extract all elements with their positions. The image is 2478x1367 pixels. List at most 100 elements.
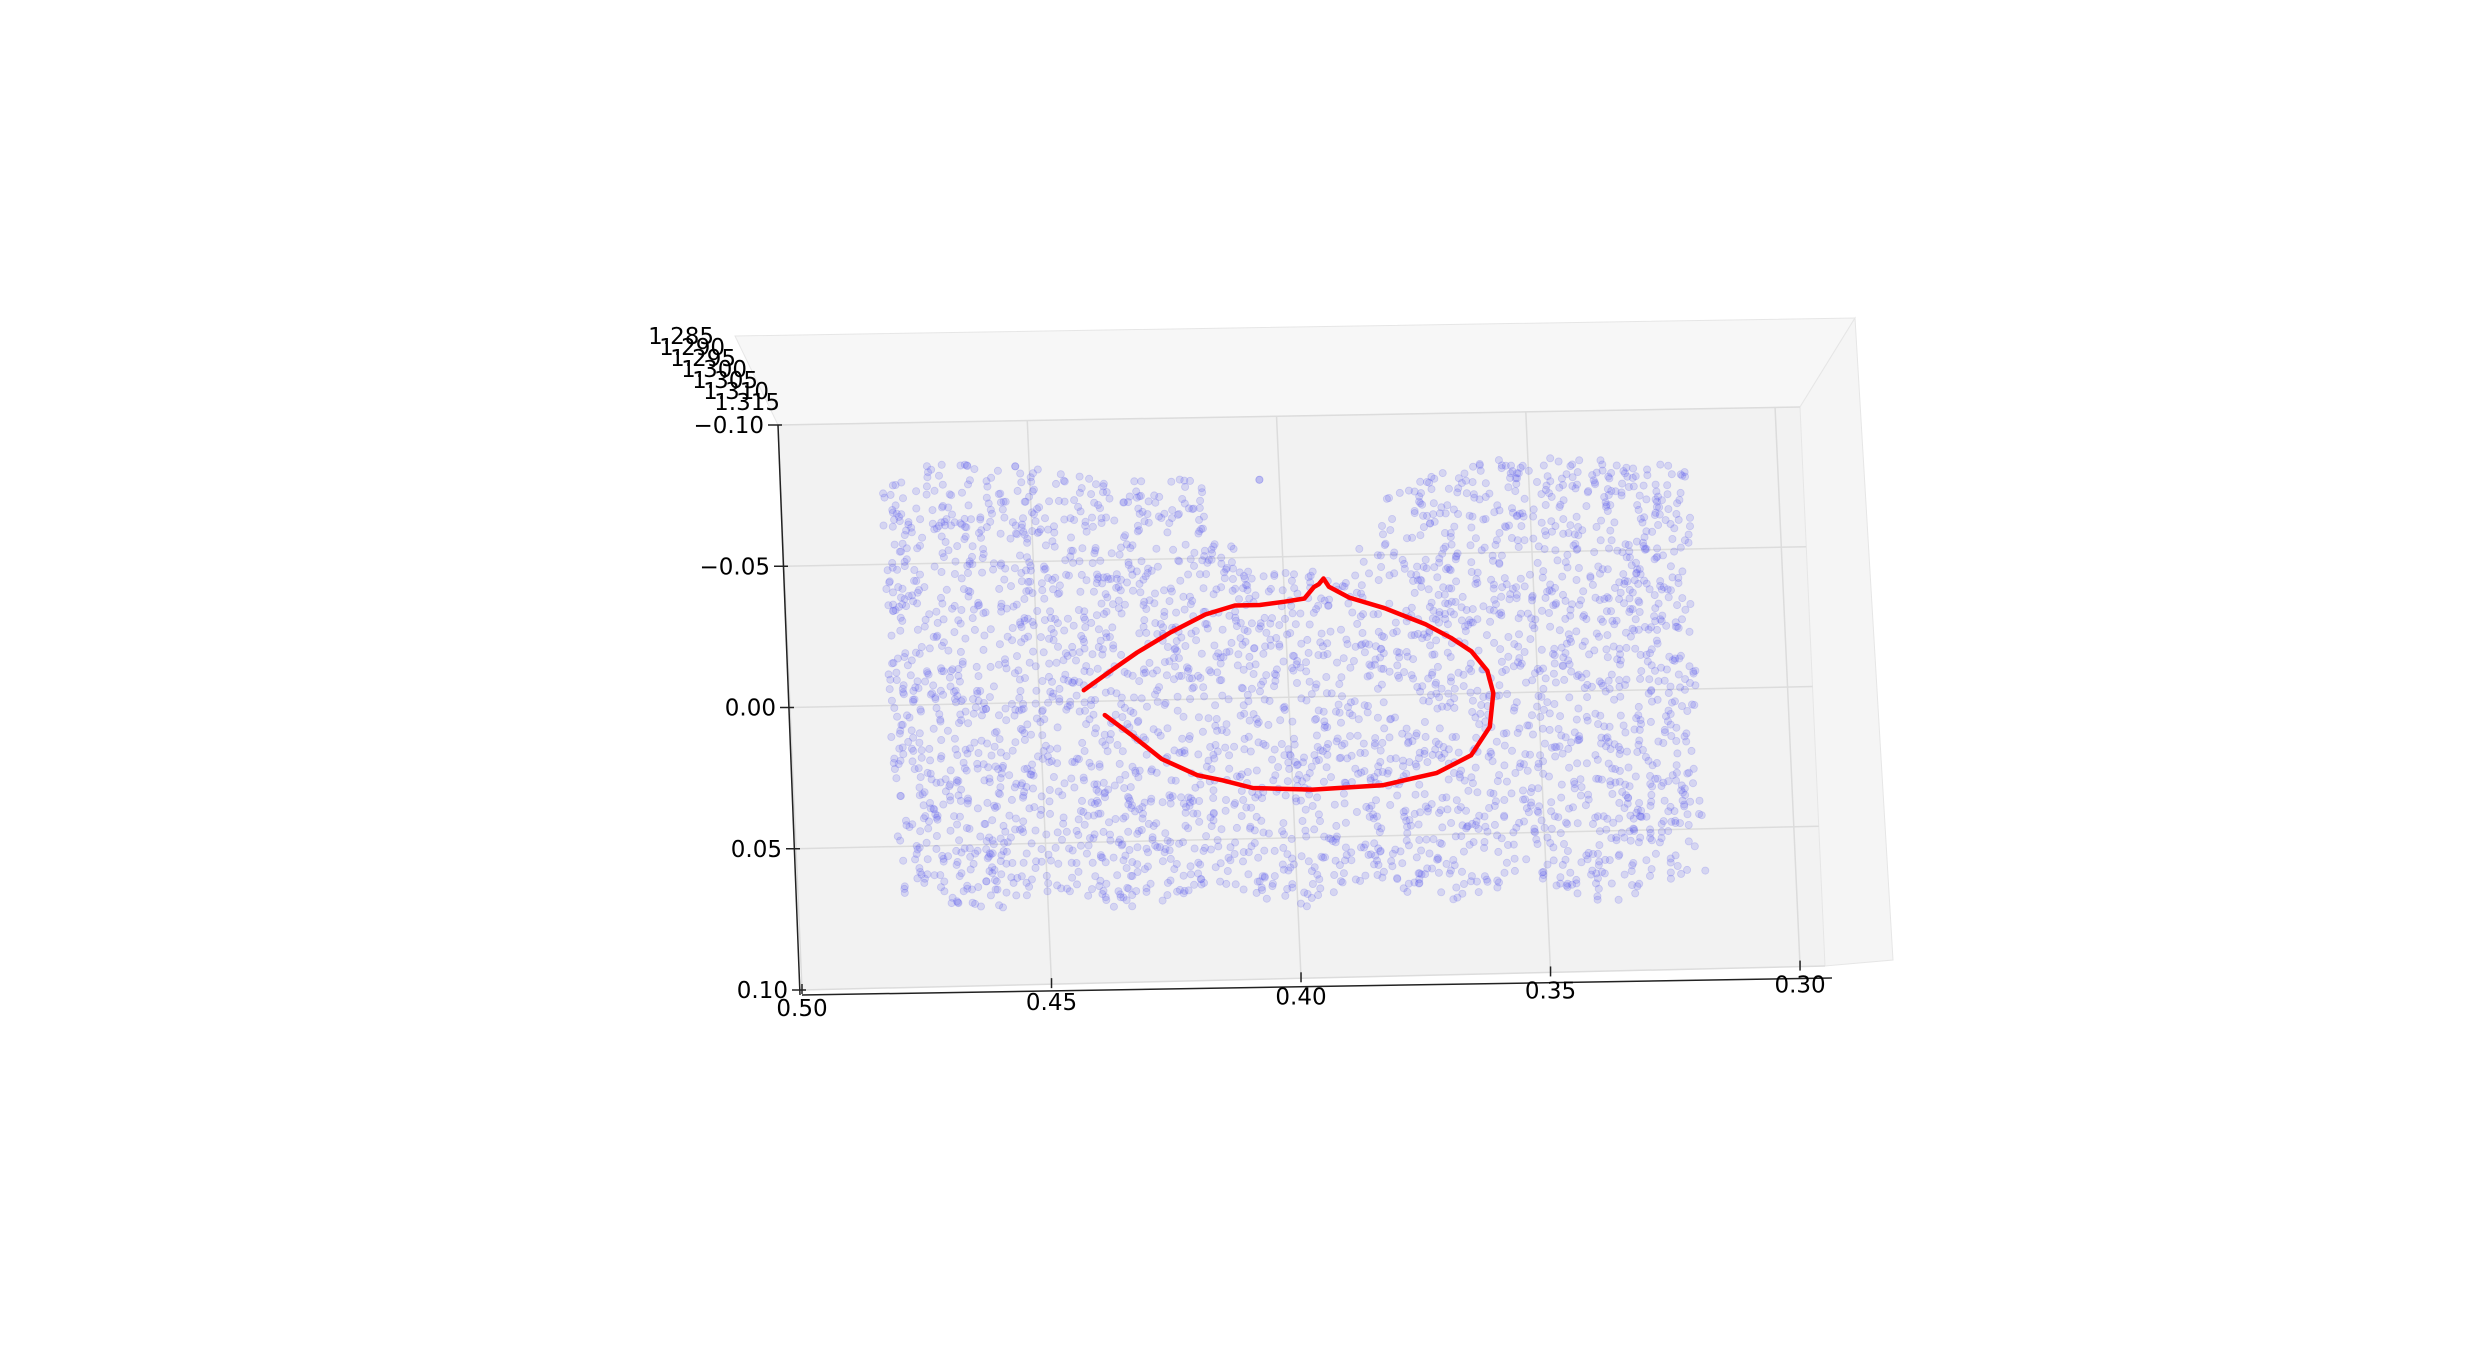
scatter-point — [1533, 558, 1542, 567]
scatter-point — [913, 845, 922, 854]
scatter-point — [1256, 619, 1265, 628]
scatter-point — [1393, 671, 1402, 680]
scatter-point — [1656, 577, 1665, 586]
scatter-point — [1198, 556, 1207, 565]
scatter-point — [932, 778, 941, 787]
scatter-point — [909, 686, 918, 695]
scatter-point — [1419, 630, 1428, 639]
scatter-point — [1190, 548, 1199, 557]
scatter-point — [1410, 588, 1419, 597]
scatter-point — [1681, 675, 1690, 684]
scatter-point — [1509, 508, 1518, 517]
scatter-point — [1630, 825, 1639, 834]
scatter-point — [1645, 675, 1654, 684]
scatter-point — [1457, 603, 1466, 612]
scatter-point — [1107, 549, 1116, 558]
scatter-point — [1140, 798, 1149, 807]
scatter-point — [1206, 813, 1215, 822]
scatter-point — [1632, 537, 1641, 546]
scatter-point — [1486, 747, 1495, 756]
scatter-point — [1184, 793, 1193, 802]
scatter-point — [1473, 788, 1482, 797]
scatter-point — [1192, 636, 1201, 645]
scatter-point — [1228, 575, 1237, 584]
y-axis-line — [777, 424, 801, 996]
scatter-point — [1106, 687, 1115, 696]
scatter-point — [1423, 758, 1432, 767]
scatter-point — [1018, 520, 1027, 529]
scatter-point — [1266, 619, 1275, 628]
scatter-point — [1471, 763, 1480, 772]
scatter-point — [1402, 816, 1411, 825]
scatter-point — [1550, 659, 1559, 668]
scatter-point — [1337, 625, 1346, 634]
scatter-point — [1158, 798, 1167, 807]
scatter-point — [959, 585, 968, 594]
scatter-point — [1432, 636, 1441, 645]
scatter-point — [995, 584, 1004, 593]
scatter-point — [1448, 733, 1457, 742]
scatter-point — [1608, 790, 1617, 799]
scatter-point — [1514, 658, 1523, 667]
scatter-point — [1316, 884, 1325, 893]
scatter-point — [1271, 677, 1280, 686]
scatter-point — [1430, 563, 1439, 572]
scatter-point — [1066, 514, 1075, 523]
scatter-point — [1011, 738, 1020, 747]
scatter-point — [1404, 486, 1413, 495]
scatter-point — [1604, 472, 1613, 481]
scatter-point — [932, 524, 941, 533]
scatter-point — [1293, 589, 1302, 598]
scatter-point — [1657, 820, 1666, 829]
scatter-point — [1606, 501, 1615, 510]
scatter-point — [1433, 662, 1442, 671]
scatter-point — [935, 471, 944, 480]
scatter-point — [982, 845, 991, 854]
scatter-point — [1013, 486, 1022, 495]
scatter-point — [913, 677, 922, 686]
scatter-point — [1509, 840, 1518, 849]
scatter-point — [1216, 659, 1225, 668]
scatter-point — [1074, 867, 1083, 876]
scatter-point — [964, 480, 973, 489]
scatter-point — [1341, 818, 1350, 827]
scatter-point — [1039, 747, 1048, 756]
scatter-point — [1673, 622, 1682, 631]
scatter-point — [1186, 555, 1195, 564]
scatter-point — [1376, 551, 1385, 560]
scatter-point — [1074, 606, 1083, 615]
scatter-point — [1561, 649, 1570, 658]
scatter-point — [1246, 824, 1255, 833]
scatter-point — [989, 682, 998, 691]
scatter-point — [1523, 766, 1532, 775]
scatter-point — [1482, 875, 1491, 884]
scatter-point — [1535, 802, 1544, 811]
scatter-point — [1215, 676, 1224, 685]
scatter-point — [1044, 698, 1053, 707]
scatter-point — [1199, 584, 1208, 593]
scatter-point — [1689, 667, 1698, 676]
scatter-point — [1682, 737, 1691, 746]
scatter-point — [1537, 518, 1546, 527]
scatter-point — [1659, 817, 1668, 826]
scatter-point — [1142, 628, 1151, 637]
scatter-point — [1144, 564, 1153, 573]
scatter-point — [905, 713, 914, 722]
scatter-point — [1257, 816, 1266, 825]
scatter-point — [1577, 783, 1586, 792]
scatter-point — [1290, 734, 1299, 743]
scatter-point — [1380, 724, 1389, 733]
scatter-point — [1426, 641, 1435, 650]
scatter-point — [889, 658, 898, 667]
scatter-point — [1270, 745, 1279, 754]
scatter-point — [1403, 829, 1412, 838]
scatter-point — [1063, 614, 1072, 623]
scatter-point — [1074, 502, 1083, 511]
scatter-point — [1074, 815, 1083, 824]
scatter-point — [1637, 812, 1646, 821]
scatter-point — [976, 687, 985, 696]
scatter-point — [1301, 805, 1310, 814]
scatter-point — [1335, 708, 1344, 717]
scatter-point — [1663, 481, 1672, 490]
